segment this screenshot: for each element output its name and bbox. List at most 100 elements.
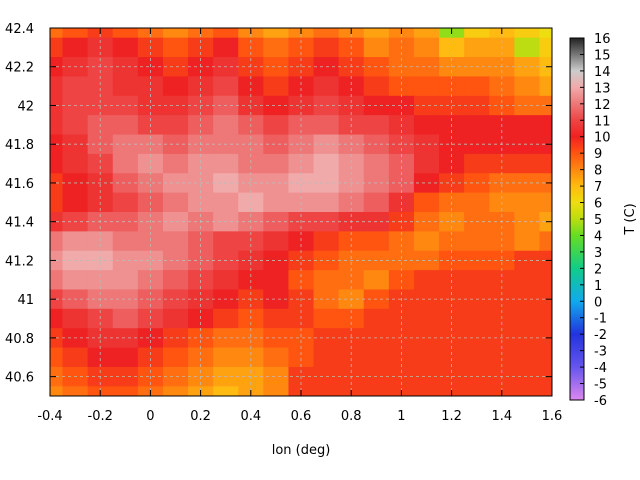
heatmap-cell [413,308,440,329]
heatmap-cell [413,250,440,271]
heatmap-cell [539,95,552,116]
heatmap-cell [288,328,315,349]
heatmap-cell [514,76,541,97]
heatmap-cell [162,57,189,78]
heatmap-cell [539,328,552,349]
grid-lines [50,28,552,396]
heatmap-cell [213,115,239,136]
heatmap-cell [213,231,239,252]
heatmap-cell [439,153,465,174]
colorbar-tick-label: 8 [594,164,602,179]
heatmap-cell [213,28,239,39]
heatmap-cell [238,250,264,271]
colorbar-tick-label: 0 [594,295,602,310]
heatmap-cell [539,115,552,136]
heatmap-cell [539,173,552,194]
heatmap-cell [464,37,490,58]
heatmap-cell [413,115,440,136]
colorbar-tick-label: -4 [594,361,607,376]
heatmap-cell [162,115,189,136]
heatmap-cell [238,173,264,194]
heatmap-cell [388,57,415,78]
heatmap-cell [238,328,264,349]
heatmap-cell [112,115,139,136]
heatmap-cell [288,173,315,194]
heatmap-cell [313,28,340,39]
y-tick-label: 42.2 [5,61,34,76]
heatmap-cell [263,231,290,252]
heatmap-cell [238,153,264,174]
heatmap-cell [288,95,315,116]
heatmap-cell [162,366,189,387]
heatmap-cell [363,270,390,291]
heatmap-cell [363,231,390,252]
colorbar-tick-label: 12 [594,98,611,113]
heatmap-cell [112,231,139,252]
heatmap-cell [464,231,490,252]
heatmap-cell [464,270,490,291]
heatmap-cell [439,95,465,116]
heatmap-cell [514,115,541,136]
heatmap-cell [413,328,440,349]
y-tick-label: 42.4 [5,22,34,37]
heatmap-cell [439,250,465,271]
heatmap-cell [539,366,552,387]
heatmap-cell [514,366,541,387]
heatmap-cell [388,95,415,116]
colorbar-tick-label: 4 [594,229,602,244]
colorbar-tick-label: 10 [594,131,611,146]
heatmap-cell [539,57,552,78]
heatmap-cell [112,212,139,232]
heatmap-cell [539,231,552,252]
heatmap-cell [213,192,239,213]
heatmap-cell [50,76,64,97]
heatmap-cell [464,192,490,213]
heatmap-cell [464,76,490,97]
heatmap-cell [62,28,89,39]
heatmap-cell [162,76,189,97]
heatmap-cell [464,28,490,39]
heatmap-cell [162,289,189,310]
heatmap-cell [263,28,290,39]
heatmap-cell [464,347,490,368]
heatmap-cell [263,57,290,78]
heatmap-cell [213,76,239,97]
heatmap-cell [413,173,440,194]
heatmap-cell [338,347,365,368]
heatmap-cell [62,386,89,396]
heatmap-cell [514,37,541,58]
heatmap-cell [514,231,541,252]
heatmap-cell [388,328,415,349]
heatmap-cell [213,347,239,368]
heatmap-cell [539,76,552,97]
heatmap-cell [137,250,164,271]
y-tick-label: 40.8 [5,332,34,347]
heatmap-cell [50,115,64,136]
heatmap-cell [514,386,541,396]
heatmap-cell [363,37,390,58]
heatmap-cell [112,328,139,349]
heatmap-cell [413,192,440,213]
x-tick-label: -0.2 [88,409,113,424]
heatmap-cell [388,76,415,97]
colorbar-tick-label: 16 [594,32,611,47]
heatmap-cell [313,192,340,213]
heatmap-cell [62,115,89,136]
heatmap-cell [263,153,290,174]
heatmap-cell [413,212,440,232]
heatmap-cell [288,347,315,368]
heatmap-cell [188,153,214,174]
heatmap-cell [112,76,139,97]
heatmap-cell [413,76,440,97]
heatmap-cell [313,386,340,396]
heatmap-cell [539,37,552,58]
heatmap-cell [62,270,89,291]
heatmap-cell [439,231,465,252]
heatmap-cell [539,270,552,291]
colorbar-tick-label: 3 [594,246,602,261]
colorbar-tick-label: 6 [594,197,602,212]
heatmap-cell [263,308,290,329]
heatmap-cell [137,57,164,78]
heatmap-cell [539,153,552,174]
heatmap-cell [188,76,214,97]
